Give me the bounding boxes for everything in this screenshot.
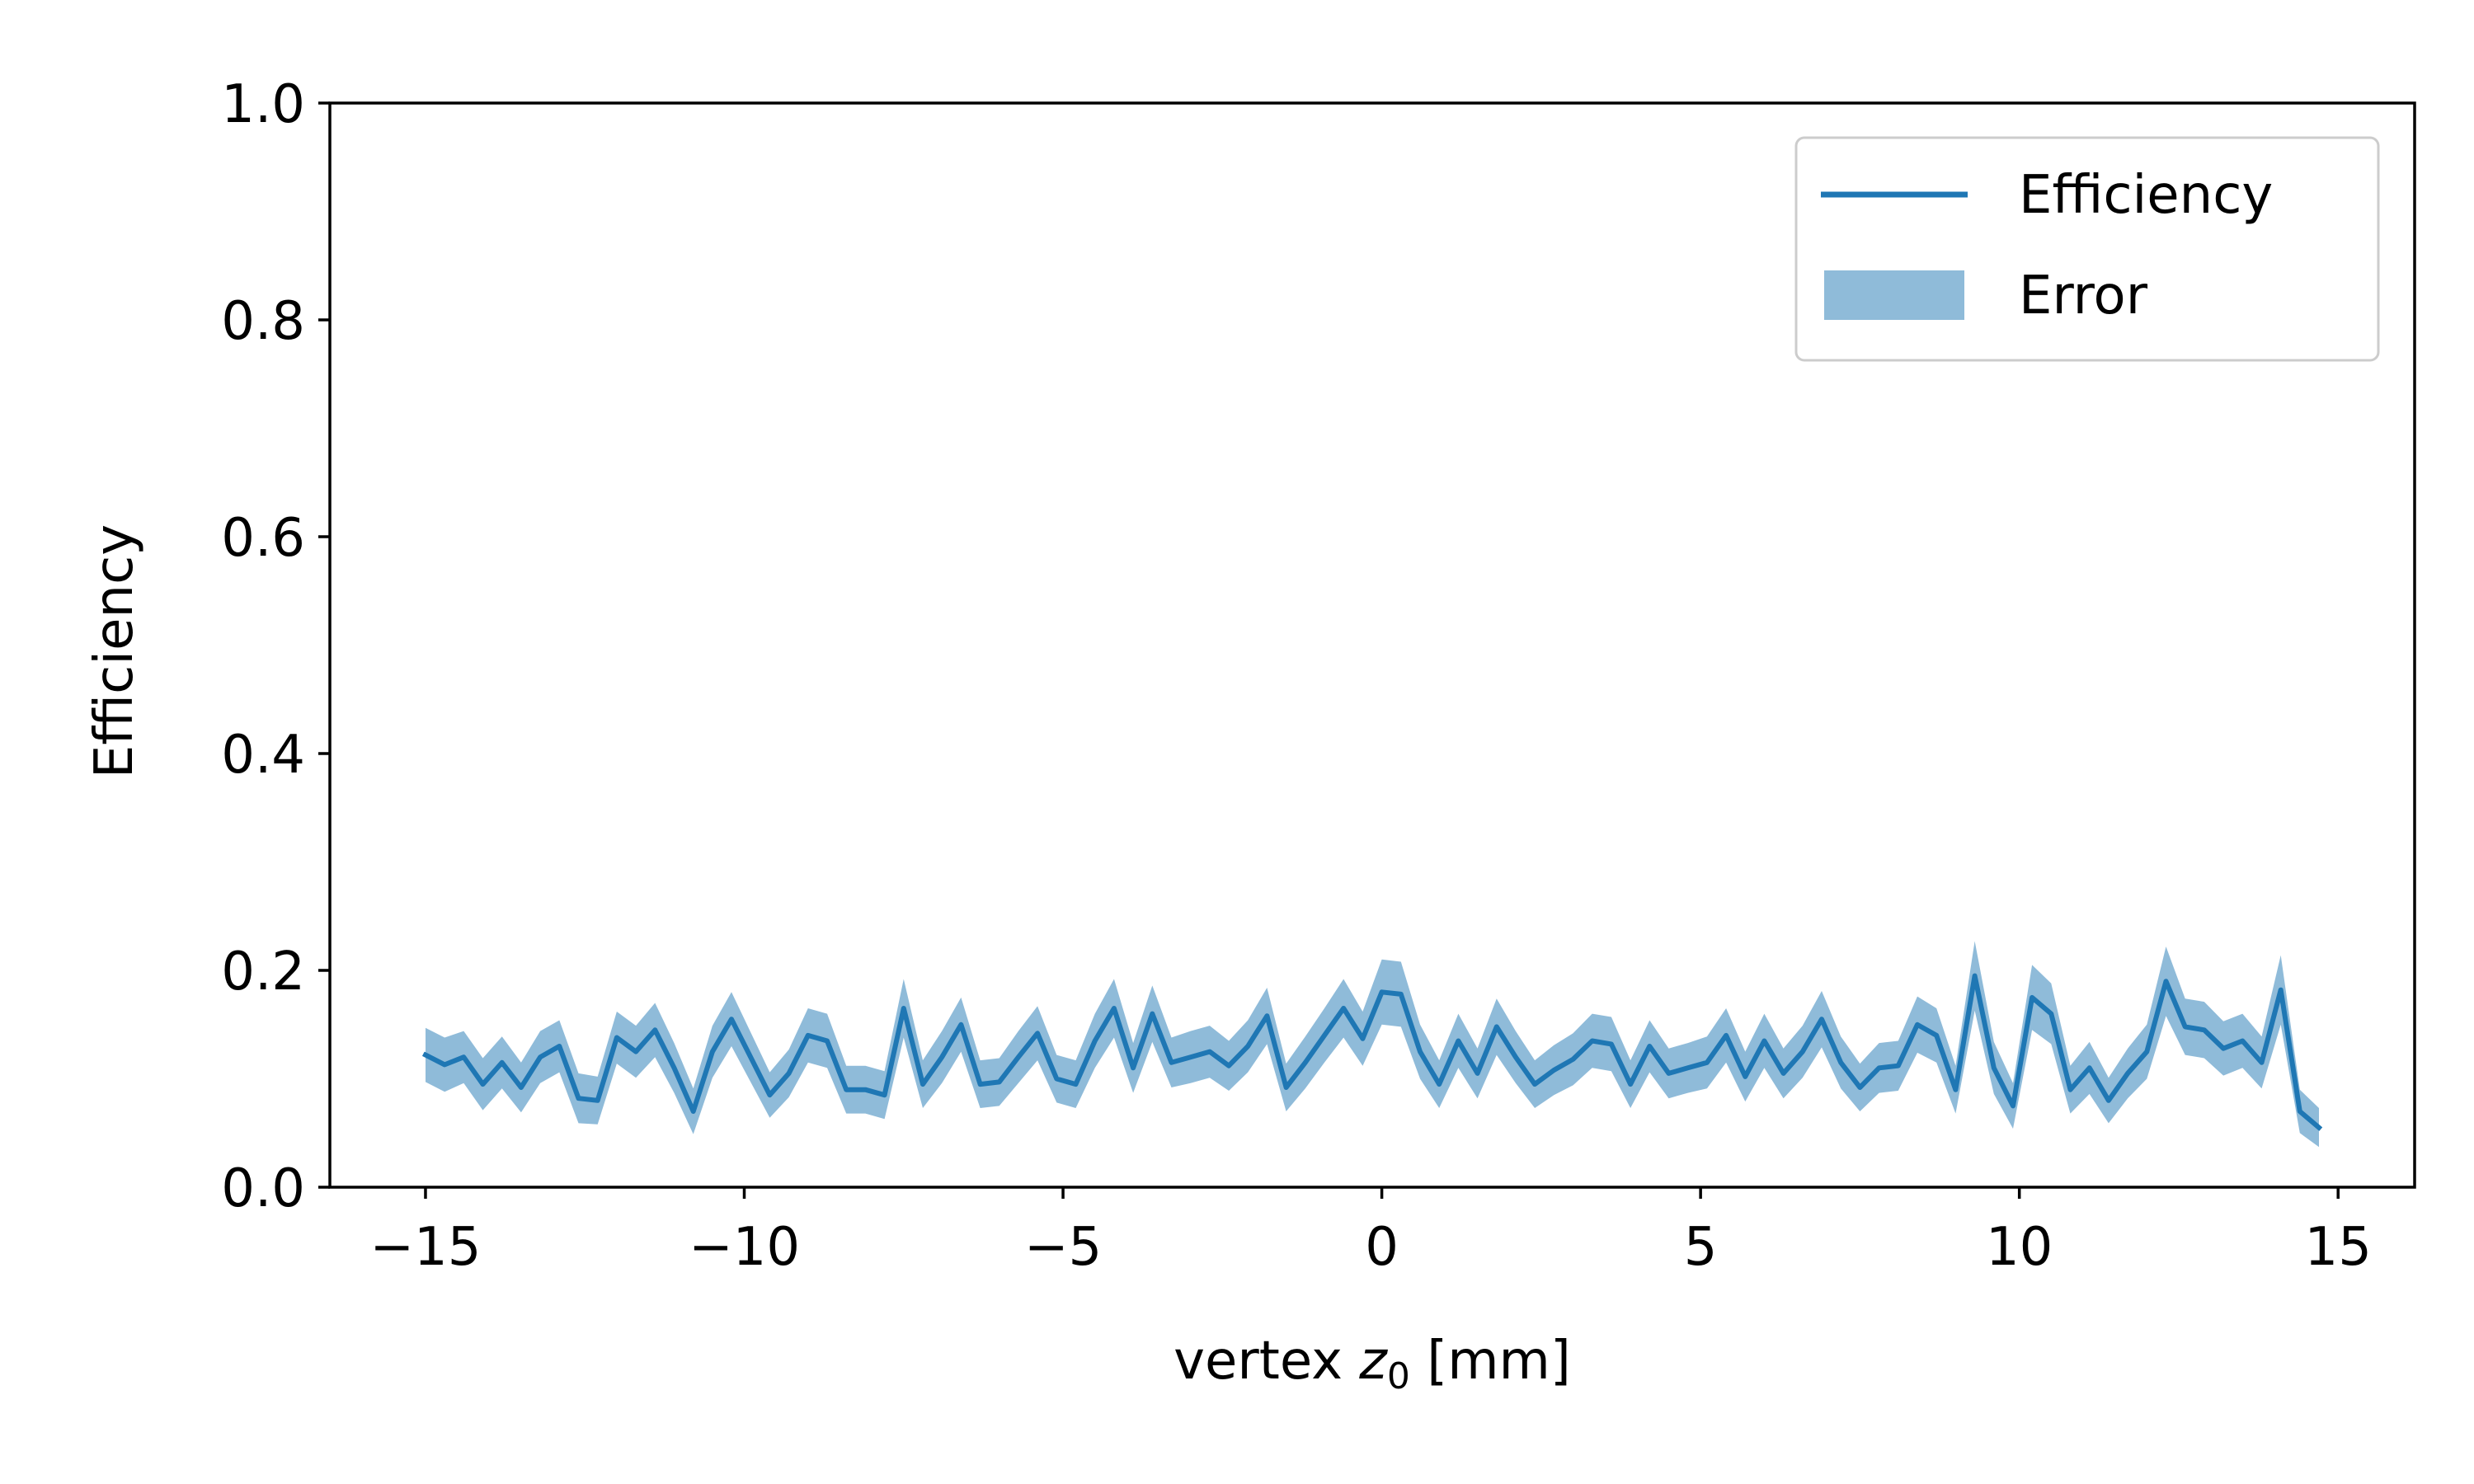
x-axis-label-subscript: 0 [1387, 1355, 1410, 1397]
legend-band-swatch [1824, 270, 1964, 320]
x-axis-label-variable: z [1358, 1331, 1388, 1392]
legend-label-efficiency: Efficiency [2019, 165, 2273, 226]
x-tick-label: 15 [2305, 1217, 2372, 1278]
x-tick-label: −5 [1024, 1217, 1102, 1278]
efficiency-line-layer [421, 973, 2323, 1131]
y-tick-label: 1.0 [221, 74, 305, 135]
y-tick-label: 0.6 [221, 508, 305, 569]
y-axis-ticks: 0.0 0.2 0.4 0.6 0.8 1.0 [221, 74, 330, 1219]
x-tick-label: 0 [1365, 1217, 1399, 1278]
y-tick-label: 0.8 [221, 291, 305, 352]
y-tick-label: 0.0 [221, 1158, 305, 1219]
error-band-layer [426, 941, 2319, 1148]
legend-label-error: Error [2019, 265, 2148, 326]
x-tick-label: −15 [369, 1217, 481, 1278]
y-tick-label: 0.2 [221, 942, 305, 1003]
x-tick-label: −10 [689, 1217, 800, 1278]
axes-frame [328, 101, 2416, 1189]
error-band [426, 941, 2319, 1148]
x-axis-label-prefix: vertex [1174, 1331, 1359, 1392]
y-axis-label: Efficiency [84, 524, 145, 778]
x-axis-label-suffix: [mm] [1410, 1331, 1571, 1392]
legend: Efficiency Error [1794, 136, 2380, 362]
x-axis-label: vertex z0 [mm] [1174, 1331, 1571, 1397]
y-tick-label: 0.4 [221, 725, 305, 786]
x-axis-ticks: −15 −10 −5 0 5 10 15 [369, 1187, 2372, 1278]
plot-area [421, 941, 2323, 1148]
x-tick-label: 5 [1684, 1217, 1718, 1278]
efficiency-line [421, 973, 2323, 1131]
x-tick-label: 10 [1986, 1217, 2053, 1278]
